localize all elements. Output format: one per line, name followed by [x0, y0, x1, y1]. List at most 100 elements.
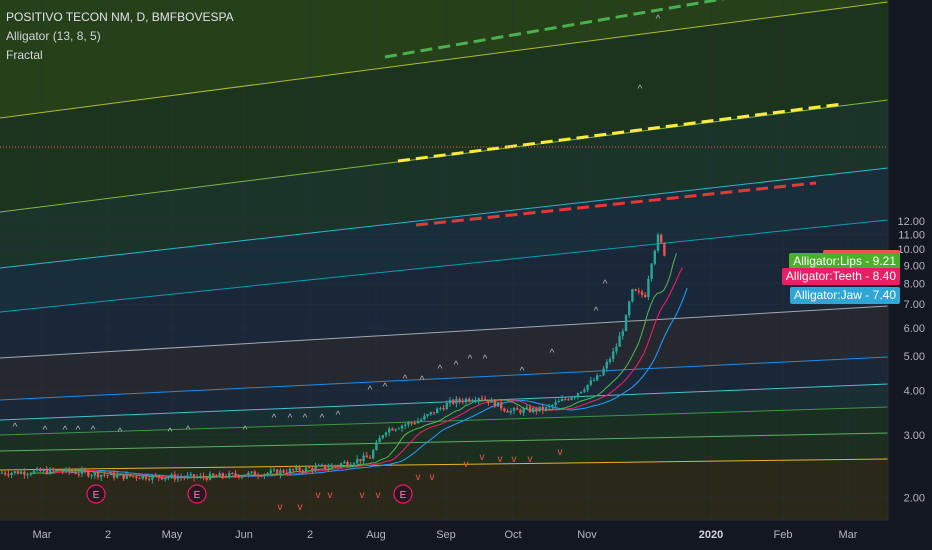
- price-tick-label[interactable]: 5.00: [904, 351, 925, 363]
- channel-line: [0, 406, 889, 436]
- time-tick-label[interactable]: Nov: [577, 529, 597, 541]
- price-tick-label[interactable]: 8.00: [904, 279, 925, 291]
- fractal-up-marker: ^: [483, 354, 488, 365]
- candle-body: [420, 419, 423, 422]
- price-tick-label[interactable]: 6.00: [904, 323, 925, 335]
- price-tick-label[interactable]: 3.00: [904, 430, 925, 442]
- candle-body: [253, 471, 256, 476]
- candle-body: [71, 471, 74, 473]
- candle-body: [576, 393, 580, 397]
- channel-line: [0, 219, 889, 313]
- symbol-title[interactable]: POSITIVO TECON NM, D, BMFBOVESPA: [6, 10, 234, 24]
- fractal-up-marker: ^: [368, 385, 373, 396]
- channel-band: [0, 306, 888, 400]
- candle-body: [324, 464, 327, 469]
- candle-body: [650, 263, 653, 279]
- fractal-up-marker: ^: [420, 375, 425, 386]
- fractal-up-marker: ^: [550, 348, 555, 359]
- candle-body: [250, 471, 253, 473]
- candle-body: [407, 422, 410, 425]
- fractal-down-marker: v: [376, 490, 381, 501]
- candle-body: [471, 400, 474, 402]
- candle-body: [266, 472, 269, 475]
- fractal-up-marker: ^: [603, 279, 608, 290]
- price-tag-value: 9.21: [872, 254, 896, 269]
- candle-body: [452, 399, 455, 404]
- time-tick-label[interactable]: 2: [105, 529, 111, 541]
- time-tick-label[interactable]: Sep: [436, 529, 456, 541]
- candle-body: [164, 478, 167, 480]
- fractal-down-marker: v: [360, 490, 365, 501]
- candle-body: [231, 472, 234, 474]
- candle-body: [554, 402, 557, 405]
- candle-body: [448, 399, 452, 404]
- candle-body: [458, 398, 461, 402]
- price-tick-label[interactable]: 2.00: [904, 493, 925, 505]
- channel-band: [0, 100, 888, 268]
- alligator-indicator-label[interactable]: Alligator (13, 8, 5): [6, 29, 101, 43]
- candle-body: [628, 301, 631, 316]
- candle-body: [496, 402, 500, 407]
- candle-body: [167, 477, 170, 479]
- candle-body: [388, 428, 391, 433]
- regression-channel-lines: [0, 1, 889, 471]
- candle-body: [656, 234, 660, 251]
- candle-body: [141, 475, 144, 479]
- price-tick-label[interactable]: 11.00: [898, 229, 925, 241]
- candle-body: [263, 474, 266, 477]
- candle-body: [426, 414, 429, 416]
- candle-body: [119, 474, 122, 476]
- price-tick-label[interactable]: 4.00: [904, 386, 925, 398]
- candle-body: [106, 474, 109, 476]
- candle-body: [487, 399, 490, 403]
- fractal-up-marker: ^: [468, 354, 473, 365]
- fractal-up-marker: ^: [243, 425, 248, 436]
- candle-body: [580, 391, 583, 394]
- time-tick-label[interactable]: Mar: [839, 529, 858, 541]
- candle-body: [32, 470, 36, 474]
- candle-body: [445, 403, 448, 410]
- candle-body: [631, 289, 634, 302]
- candle-body: [26, 474, 29, 476]
- candlesticks: [0, 232, 666, 484]
- candle-body: [365, 455, 368, 458]
- candle-body: [192, 474, 196, 478]
- candle-body: [58, 469, 61, 472]
- time-tick-label[interactable]: Mar: [33, 529, 52, 541]
- time-tick-label[interactable]: Feb: [774, 529, 793, 541]
- candle-body: [516, 408, 519, 410]
- time-tick-label[interactable]: Oct: [504, 529, 521, 541]
- price-tick-label[interactable]: 10.00: [897, 244, 925, 256]
- candle-body: [20, 471, 23, 474]
- fractal-indicator-label[interactable]: Fractal: [6, 48, 43, 62]
- time-tick-label[interactable]: Jun: [235, 529, 253, 541]
- earnings-marker-label: E: [194, 490, 201, 501]
- candle-body: [295, 467, 298, 470]
- candle-body: [154, 475, 157, 477]
- candle-body: [548, 405, 551, 407]
- time-tick-label[interactable]: 2: [307, 529, 313, 541]
- time-tick-label[interactable]: May: [162, 529, 183, 541]
- candle-body: [317, 465, 320, 467]
- candle-body: [144, 475, 148, 479]
- price-tag-separator: -: [861, 268, 873, 283]
- candle-body: [468, 398, 471, 402]
- time-axis[interactable]: Mar 2 May Jun 2 Aug Sep Oct Nov 2020 Feb Mar: [0, 519, 932, 550]
- time-tick-label[interactable]: 2020: [699, 529, 723, 541]
- time-tick-label[interactable]: Aug: [366, 529, 386, 541]
- fractal-down-marker: v: [498, 454, 503, 465]
- candle-body: [436, 408, 439, 414]
- chart-legend: POSITIVO TECON NM, D, BMFBOVESPA Alligat…: [6, 8, 234, 65]
- candle-body: [224, 476, 228, 478]
- candle-body: [378, 438, 381, 443]
- candle-body: [429, 412, 432, 415]
- candle-body: [16, 471, 20, 474]
- price-tick-label[interactable]: 9.00: [904, 260, 925, 272]
- price-tick-label[interactable]: 12.00: [897, 216, 925, 228]
- candle-body: [340, 463, 343, 466]
- candle-body: [391, 428, 394, 431]
- candle-body: [212, 473, 215, 476]
- price-tick-label[interactable]: 7.00: [904, 299, 925, 311]
- channel-line: [0, 167, 889, 269]
